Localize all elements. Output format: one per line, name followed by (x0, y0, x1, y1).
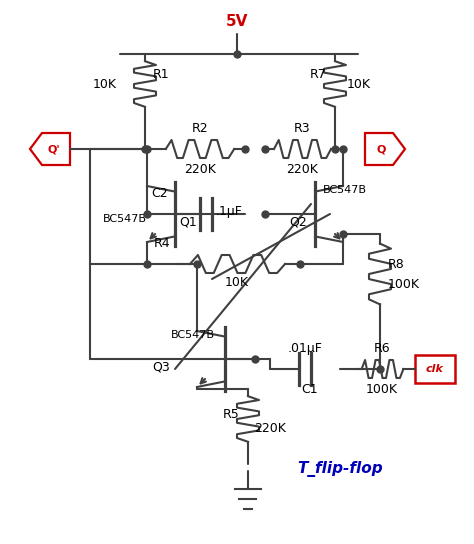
Bar (415, 355, 455, 383)
Text: Q': Q' (48, 144, 60, 154)
Text: BC547B: BC547B (171, 330, 215, 340)
Text: Q3: Q3 (152, 361, 170, 374)
Text: R2: R2 (191, 122, 208, 135)
Text: .1μF: .1μF (216, 206, 243, 219)
Text: R5: R5 (223, 407, 240, 421)
Text: 100K: 100K (366, 383, 398, 396)
Text: R3: R3 (294, 122, 310, 135)
Text: .01μF: .01μF (288, 342, 322, 355)
Text: 100K: 100K (388, 277, 420, 290)
Text: 220K: 220K (184, 163, 216, 176)
Text: 220K: 220K (254, 423, 286, 436)
Text: C2: C2 (151, 187, 168, 200)
Text: R6: R6 (374, 342, 390, 355)
Text: 220K: 220K (286, 163, 318, 176)
Text: 5V: 5V (226, 15, 248, 29)
Text: R1: R1 (153, 67, 170, 81)
Text: 10K: 10K (347, 77, 371, 90)
Text: BC547B: BC547B (323, 185, 367, 195)
Text: BC547B: BC547B (103, 214, 147, 224)
Text: 10K: 10K (225, 276, 249, 289)
Text: Q2: Q2 (289, 215, 307, 228)
Text: C1: C1 (301, 383, 319, 396)
Text: clk: clk (426, 364, 444, 374)
Text: T_flip-flop: T_flip-flop (297, 461, 383, 477)
Text: Q1: Q1 (179, 215, 197, 228)
Text: R8: R8 (388, 257, 405, 270)
Text: R7: R7 (310, 67, 327, 81)
Text: 10K: 10K (93, 77, 117, 90)
Text: R4: R4 (154, 237, 170, 250)
Text: Q: Q (376, 144, 386, 154)
